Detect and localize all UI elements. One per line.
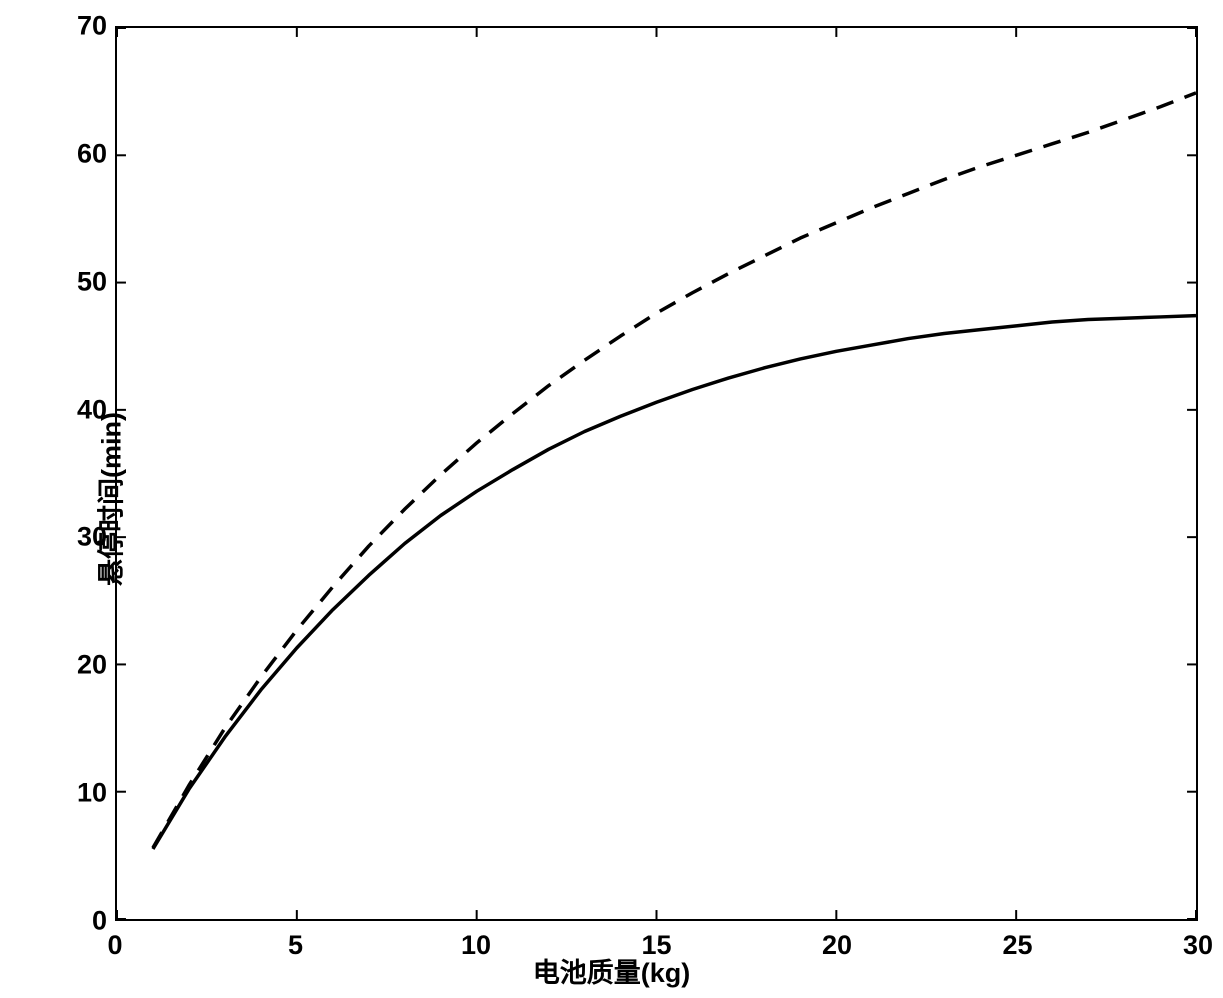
dashed-curve [153,93,1196,848]
y-axis-label: 悬停时间(min) [89,412,128,586]
x-tick-label: 25 [1002,930,1032,961]
y-tick-label: 50 [77,266,107,297]
chart-svg [117,28,1196,919]
y-tick-label: 40 [77,394,107,425]
x-tick-label: 5 [288,930,303,961]
y-tick-label: 70 [77,11,107,42]
chart-container [115,26,1198,921]
x-tick-label: 30 [1183,930,1213,961]
solid-curve [153,316,1196,849]
y-tick-label: 10 [77,778,107,809]
y-tick-label: 20 [77,650,107,681]
x-tick-label: 15 [641,930,671,961]
y-tick-label: 0 [92,906,107,937]
y-tick-label: 60 [77,138,107,169]
x-tick-label: 0 [107,930,122,961]
x-tick-label: 20 [822,930,852,961]
y-tick-label: 30 [77,522,107,553]
x-tick-label: 10 [461,930,491,961]
plot-area [115,26,1198,921]
